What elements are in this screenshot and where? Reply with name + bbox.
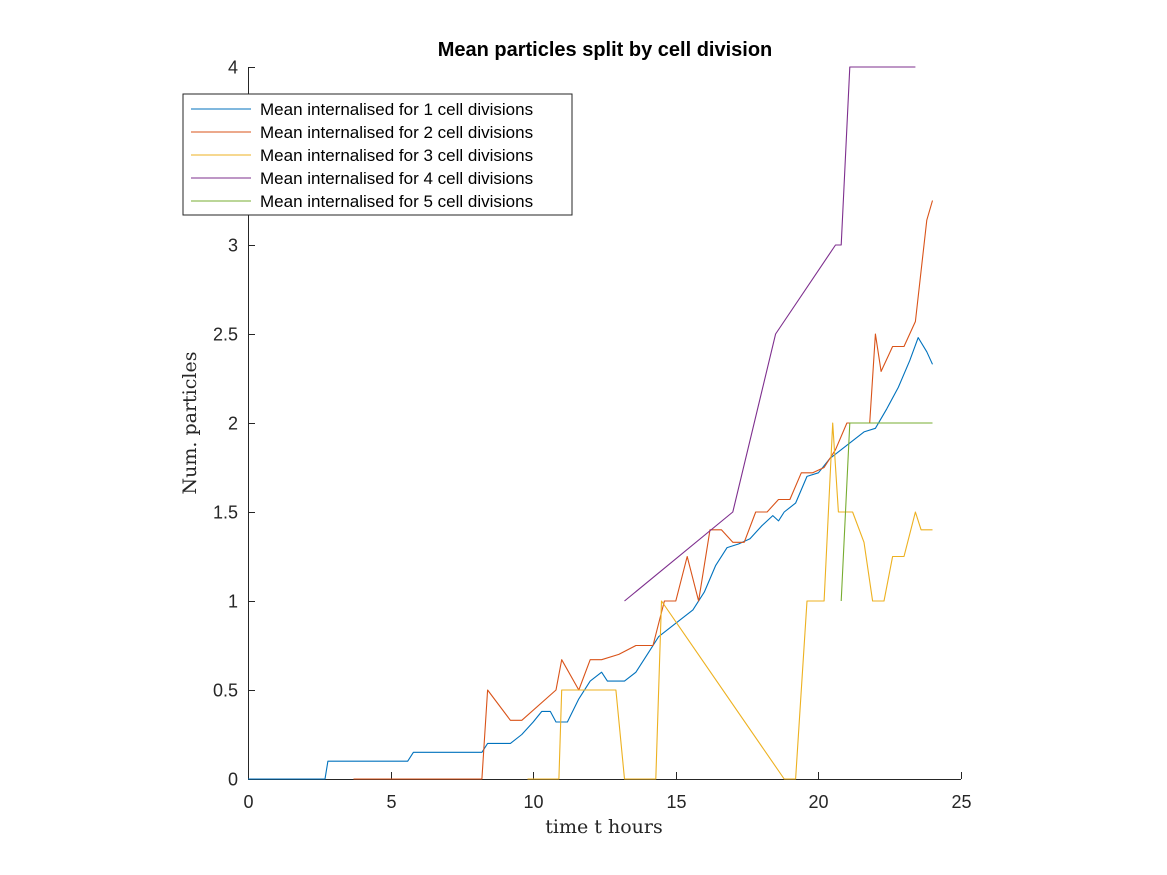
y-tick-label: 1	[228, 592, 238, 612]
y-tick-label: 2.5	[213, 325, 238, 345]
legend-label-4: Mean internalised for 4 cell divisions	[260, 169, 533, 188]
series-line-1	[248, 337, 934, 780]
y-tick-label: 0	[228, 770, 238, 790]
x-tick-label: 25	[951, 792, 971, 812]
series-line-5	[840, 422, 933, 602]
x-axis-label: time t hours	[545, 816, 662, 838]
legend: Mean internalised for 1 cell divisions Me…	[182, 93, 573, 216]
x-tick-label: 20	[808, 792, 828, 812]
y-tick-label: 0.5	[213, 681, 238, 701]
series-line-2	[353, 200, 934, 780]
series-line-3	[527, 422, 933, 780]
y-tick-label: 4	[228, 58, 238, 78]
y-tick-label: 2	[228, 414, 238, 434]
legend-label-5: Mean internalised for 5 cell divisions	[260, 192, 533, 211]
chart-title: Mean particles split by cell division	[438, 39, 773, 61]
legend-label-1: Mean internalised for 1 cell divisions	[260, 100, 533, 119]
x-tick-label: 15	[666, 792, 686, 812]
legend-label-2: Mean internalised for 2 cell divisions	[260, 123, 533, 142]
x-tick-label: 0	[243, 792, 253, 812]
y-axis-label: Num. particles	[179, 352, 201, 495]
y-tick-label: 1.5	[213, 503, 238, 523]
legend-label-3: Mean internalised for 3 cell divisions	[260, 146, 533, 165]
x-tick-label: 10	[523, 792, 543, 812]
x-tick-label: 5	[386, 792, 396, 812]
series-line-4	[624, 66, 916, 602]
y-tick-label: 3	[228, 236, 238, 256]
